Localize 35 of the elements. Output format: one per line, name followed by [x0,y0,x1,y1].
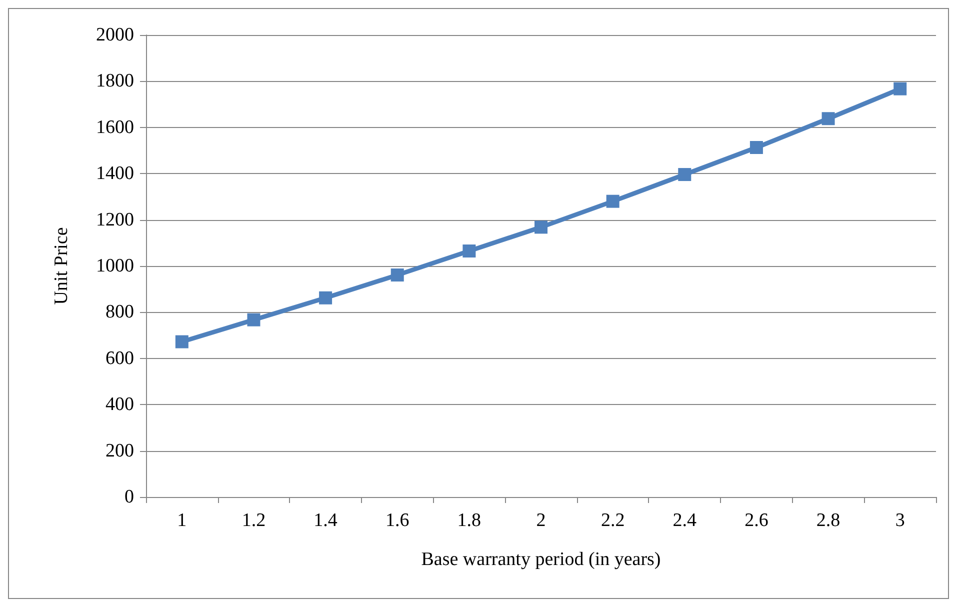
y-tick-label: 1000 [96,256,134,276]
y-tick-label: 2000 [96,24,134,46]
x-tick-label: 2.8 [816,510,840,531]
point [678,168,692,182]
y-tick-label: 400 [106,394,134,416]
point [247,313,260,326]
x-tick-label: 1.4 [314,510,338,531]
x-tick-label: 2 [536,510,546,531]
point [534,220,548,234]
x-tick-label: 2.4 [672,510,698,531]
point [822,112,835,126]
x-tick-label: 2.6 [744,510,768,531]
y-tick-label: 1400 [96,163,134,184]
point [319,291,332,304]
point [750,140,763,154]
point [606,194,620,208]
x-tick-label: 3 [895,510,905,531]
x-tick-label: 1 [177,510,187,531]
point [462,244,476,258]
y-axis-title: Unit Price [51,227,72,305]
x-tick-label: 1.2 [242,510,266,531]
x-tick-label: 1.6 [385,510,410,531]
point [894,82,907,96]
y-tick-label: 0 [124,486,134,508]
y-tick-label: 1800 [96,70,134,92]
x-axis-title: Base warranty period (in years) [421,549,661,570]
y-tick-label: 1600 [96,116,134,138]
x-tick-label: 1.8 [457,510,482,531]
x-tick-label: 2.2 [600,510,625,531]
point [390,268,404,282]
y-tick-label: 1200 [96,209,134,230]
y-tick-label: 200 [106,440,134,462]
point [175,335,188,348]
y-tick-label: 800 [106,302,134,323]
y-tick-label: 600 [106,348,134,369]
